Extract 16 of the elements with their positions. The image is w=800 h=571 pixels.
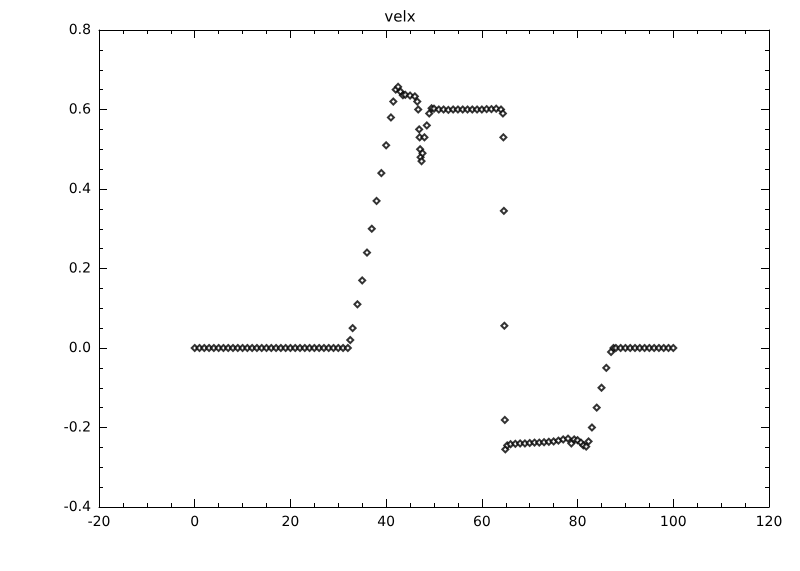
y-tick-label: -0.2	[64, 420, 91, 436]
x-tick-label: 100	[660, 514, 687, 530]
x-tick-label: 40	[377, 514, 396, 530]
y-tick-label: 0.6	[68, 102, 92, 118]
y-tick-label: 0.4	[68, 181, 92, 197]
y-tick-label: 0.2	[68, 260, 91, 276]
x-tick-label: 120	[756, 514, 782, 530]
x-tick-label: 20	[282, 514, 300, 530]
chart-title: velx	[384, 8, 416, 26]
x-tick-label: 80	[568, 514, 586, 530]
x-tick-label: 0	[190, 514, 200, 530]
y-tick-label: -0.4	[64, 499, 92, 515]
x-tick-label: 60	[472, 514, 491, 530]
y-tick-label: 0.0	[68, 340, 91, 356]
y-tick-label: 0.8	[68, 22, 91, 38]
x-tick-label: -20	[88, 514, 110, 530]
